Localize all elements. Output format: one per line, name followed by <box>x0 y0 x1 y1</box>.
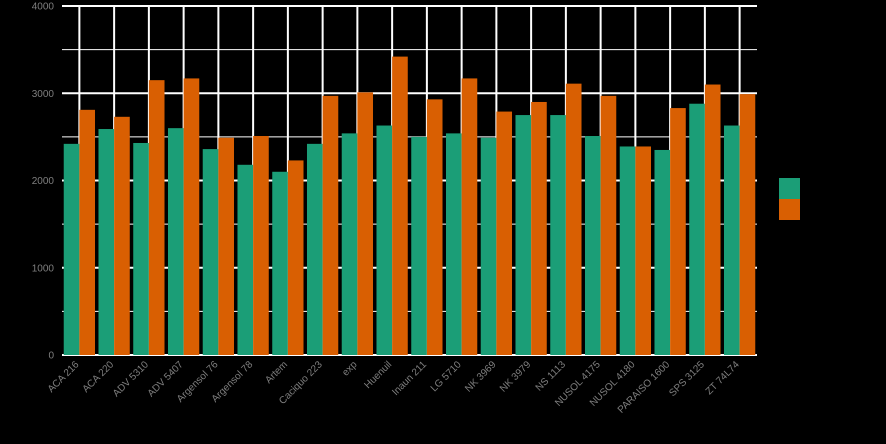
bar-series1-ns-1113 <box>550 115 566 355</box>
bar-series1-aca-216 <box>63 143 80 355</box>
x-tick-label: SPS 3125 <box>667 359 707 399</box>
y-tick-label: 4000 <box>32 2 55 13</box>
y-tick-label: 2000 <box>32 176 55 187</box>
bar-series1-lg-5710 <box>445 133 462 355</box>
legend <box>779 178 800 220</box>
y-tick-label: 0 <box>48 351 54 362</box>
bar-series1-exp <box>341 133 358 355</box>
bar-series1-nk-3969 <box>480 137 497 355</box>
bar-series2-nk-3969 <box>496 111 513 355</box>
bar-series2-aca-220 <box>114 116 130 356</box>
bar-series2-zt-74l74 <box>739 94 756 355</box>
bar-series2-nusol-4180 <box>635 146 652 355</box>
bar-series2-inaun-211 <box>426 99 443 355</box>
bar-series2-exp <box>357 92 374 355</box>
bar-series1-huenuil <box>376 125 393 355</box>
x-tick-label: ACA 220 <box>81 359 117 395</box>
y-tick-label: 3000 <box>32 89 55 100</box>
x-tick-label: NK 3979 <box>498 359 534 395</box>
bar-series2-caciquo-223 <box>322 95 339 356</box>
x-tick-label: LG 5710 <box>429 359 464 394</box>
bar-series1-adv-5407 <box>167 128 184 355</box>
x-tick-label: Inaun 211 <box>390 359 429 398</box>
bar-series1-adv-5310 <box>133 142 149 355</box>
bar-series2-adv-5310 <box>148 80 165 355</box>
bar-series1-caciquo-223 <box>306 143 323 355</box>
x-tick-label: NS 1113 <box>534 359 569 394</box>
bar-series2-artem <box>287 160 304 355</box>
bars <box>63 56 756 356</box>
bar-series2-aca-216 <box>79 109 96 355</box>
bar-series2-adv-5407 <box>183 78 200 355</box>
bar-series2-nusol-4175 <box>600 95 617 356</box>
x-tick-label: Huenuil <box>362 359 394 391</box>
bar-series2-lg-5710 <box>461 78 478 355</box>
legend-key-series1 <box>779 178 800 199</box>
x-tick-label: ACA 216 <box>46 359 82 395</box>
bar-series2-nk-3979 <box>531 101 547 355</box>
grid-lines <box>62 5 757 356</box>
bar-series1-inaun-211 <box>411 136 427 355</box>
y-axis-tick-labels: 0 1000 2000 3000 4000 <box>32 2 55 362</box>
bar-series1-nusol-4180 <box>619 146 636 355</box>
bar-series1-paraiso-1600 <box>654 149 671 355</box>
bar-series2-argensol-78 <box>253 136 269 355</box>
bar-series1-zt-74l74 <box>723 125 740 355</box>
x-tick-label: ADV 5310 <box>111 359 151 399</box>
y-tick-label: 1000 <box>32 263 55 274</box>
bar-series1-aca-220 <box>98 129 115 355</box>
bar-series2-huenuil <box>392 56 408 355</box>
bar-series1-argensol-76 <box>202 149 219 355</box>
bar-series1-sps-3125 <box>689 103 705 355</box>
bar-series2-ns-1113 <box>565 83 582 355</box>
bar-series2-sps-3125 <box>704 84 721 356</box>
bar-series2-paraiso-1600 <box>670 108 686 356</box>
bar-series1-nusol-4175 <box>584 136 601 355</box>
legend-key-series2 <box>779 199 800 220</box>
bar-series2-argensol-76 <box>218 137 235 355</box>
x-tick-label: NK 3969 <box>463 359 499 395</box>
bar-series1-argensol-78 <box>237 164 254 355</box>
x-tick-label: exp <box>340 359 359 378</box>
x-tick-label: Artem <box>263 359 290 386</box>
bar-series1-artem <box>272 171 288 355</box>
bar-series1-nk-3979 <box>515 115 532 355</box>
x-tick-label: ZT 74L74 <box>704 359 742 397</box>
